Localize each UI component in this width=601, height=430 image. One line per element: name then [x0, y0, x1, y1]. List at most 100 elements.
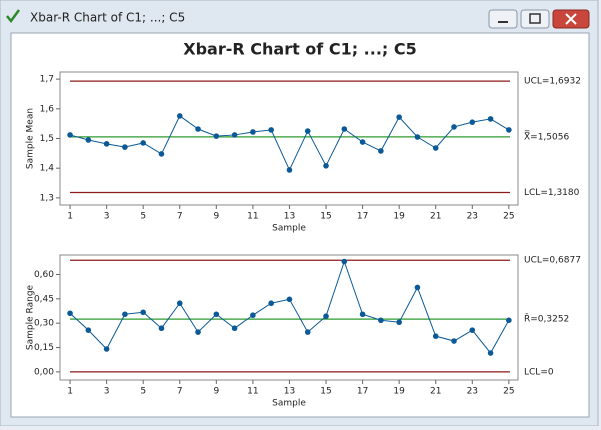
x-tick-label: 23: [467, 212, 478, 222]
y-tick-label: 0,45: [34, 294, 54, 304]
x-tick-label: 9: [213, 212, 219, 222]
data-point: [195, 329, 201, 335]
x-tick-label: 17: [357, 212, 368, 222]
x-tick-label: 11: [247, 387, 258, 397]
x-tick-label: 3: [104, 212, 110, 222]
data-point: [432, 333, 439, 339]
control-limit-label: UCL=1,6932: [524, 77, 581, 87]
data-point: [506, 317, 512, 324]
x-tick-label: 1: [67, 212, 73, 222]
y-tick-label: 1,3: [40, 193, 54, 203]
minimize-button[interactable]: [488, 9, 518, 29]
x-axis-label: Sample: [272, 224, 306, 234]
x-tick-label: 21: [430, 212, 441, 222]
x-axis-label: Sample: [272, 399, 306, 409]
x-tick-label: 15: [320, 387, 331, 397]
control-limit-label: R̄=0,3252: [524, 313, 569, 325]
x-tick-label: 25: [503, 212, 514, 222]
control-limit-label: UCL=0,6877: [524, 256, 581, 266]
data-point: [213, 311, 220, 318]
data-point: [231, 132, 238, 138]
x-tick-label: 21: [430, 387, 441, 397]
data-point: [414, 284, 421, 291]
data-point: [176, 300, 183, 307]
data-point: [213, 133, 220, 139]
x-tick-label: 9: [213, 387, 219, 397]
data-point: [67, 310, 73, 317]
data-point: [451, 338, 457, 344]
data-point: [231, 325, 238, 332]
data-point: [323, 163, 329, 169]
control-limit-label: LCL=0: [524, 367, 554, 377]
maximize-icon: [529, 13, 541, 24]
data-point: [432, 145, 439, 151]
data-point: [506, 127, 512, 133]
y-tick-label: 1,4: [40, 164, 55, 174]
data-point: [176, 113, 183, 119]
data-point: [469, 119, 476, 125]
x-tick-label: 25: [503, 387, 514, 397]
x-tick-label: 17: [357, 387, 368, 397]
x-tick-label: 15: [320, 212, 331, 222]
data-point: [122, 311, 128, 318]
data-point: [414, 134, 421, 140]
data-point: [396, 319, 402, 326]
data-point: [103, 346, 110, 352]
data-point: [323, 313, 329, 320]
data-point: [158, 325, 165, 332]
data-point: [195, 126, 201, 132]
y-tick-label: 1,5: [40, 134, 54, 144]
data-point: [286, 167, 293, 173]
data-point: [67, 132, 73, 138]
close-icon: [565, 13, 577, 25]
data-point: [451, 124, 457, 130]
y-tick-label: 1,6: [40, 104, 55, 114]
x-tick-label: 5: [140, 212, 146, 222]
x-tick-label: 19: [393, 212, 405, 222]
data-point: [487, 350, 494, 356]
data-point: [85, 137, 92, 143]
x-tick-label: 7: [177, 387, 183, 397]
maximize-button[interactable]: [520, 9, 550, 29]
data-point: [487, 116, 494, 122]
x-tick-label: 7: [177, 212, 183, 222]
data-point: [359, 311, 366, 318]
data-point: [341, 126, 348, 132]
x-tick-label: 1: [67, 387, 73, 397]
data-point: [286, 296, 293, 303]
x-tick-label: 13: [284, 212, 295, 222]
x-tick-label: 19: [393, 387, 405, 397]
x-tick-label: 3: [104, 387, 110, 397]
data-point: [85, 327, 92, 333]
data-point: [122, 144, 128, 150]
data-point: [304, 128, 311, 134]
data-point: [103, 141, 110, 147]
x-tick-label: 13: [284, 387, 295, 397]
data-point: [158, 151, 165, 157]
data-point: [268, 127, 274, 133]
window-title: Xbar-R Chart of C1; ...; C5: [30, 11, 185, 25]
y-tick-label: 0,30: [34, 319, 54, 329]
x-tick-label: 5: [140, 387, 146, 397]
x-tick-label: 11: [247, 212, 258, 222]
y-tick-label: 0,60: [34, 270, 54, 280]
data-point: [396, 114, 402, 120]
control-limit-label: LCL=1,3180: [524, 188, 580, 198]
chart-title: Xbar-R Chart of C1; ...; C5: [183, 40, 417, 59]
data-point: [469, 327, 476, 333]
x-tick-label: 23: [467, 387, 478, 397]
data-point: [378, 148, 384, 154]
data-point: [359, 139, 366, 145]
data-point: [140, 140, 146, 146]
y-tick-label: 1,7: [40, 75, 54, 85]
y-tick-label: 0,00: [34, 367, 54, 377]
y-axis-label: Sample Mean: [26, 108, 36, 169]
y-axis-label: Sample Range: [26, 284, 36, 350]
y-tick-label: 0,15: [34, 343, 54, 353]
data-point: [140, 309, 146, 316]
control-limit-label: X̿=1,5056: [524, 131, 569, 143]
data-point: [250, 312, 256, 319]
data-point: [250, 129, 256, 135]
